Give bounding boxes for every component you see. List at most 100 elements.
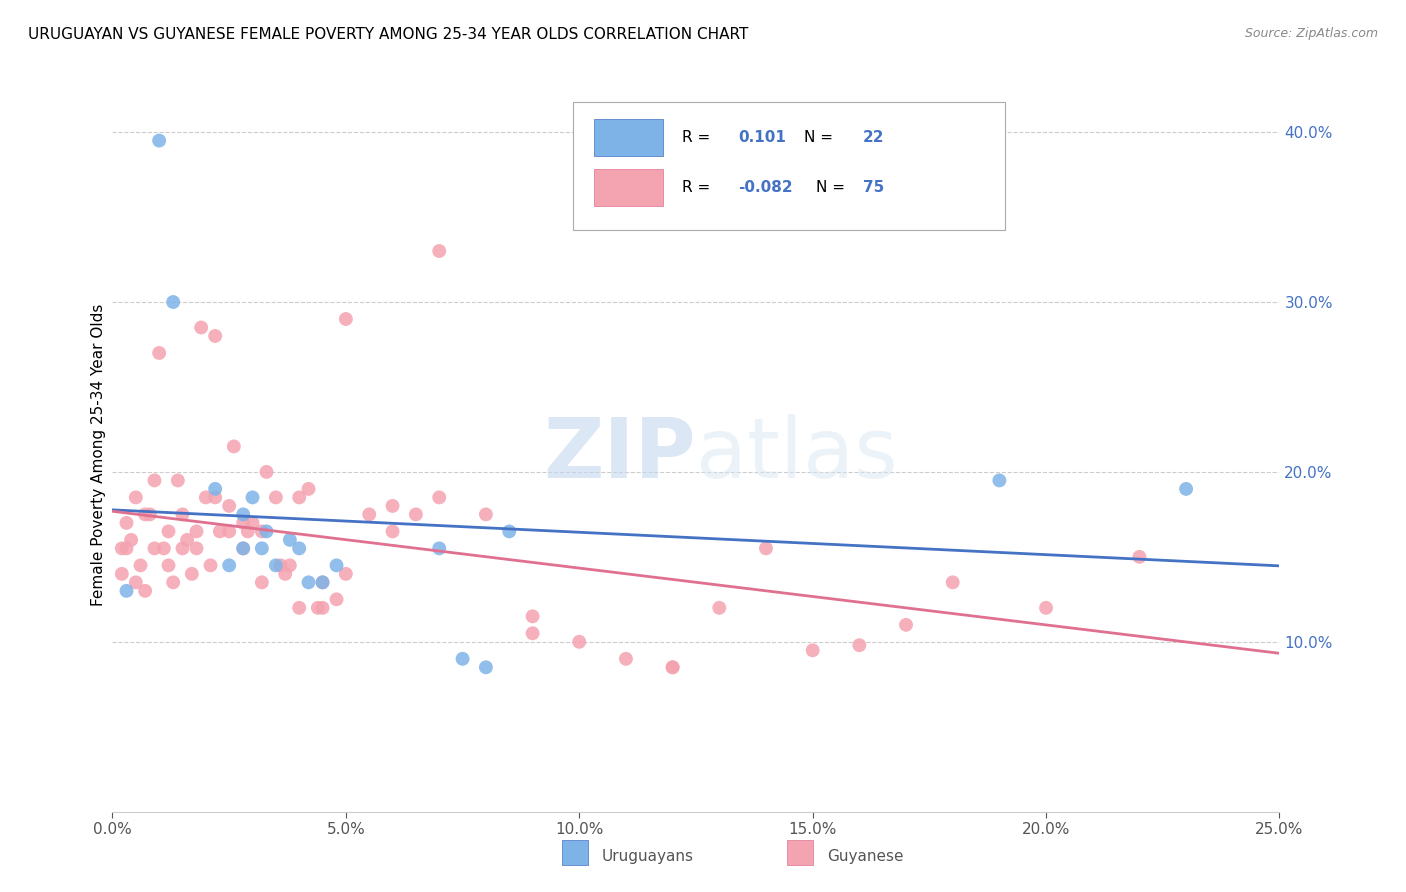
- Point: [143, 541, 166, 556]
- Point: [522, 609, 544, 624]
- Text: 75: 75: [863, 180, 884, 194]
- Point: [801, 643, 824, 657]
- Point: [1035, 600, 1057, 615]
- Point: [204, 482, 226, 496]
- Text: atlas: atlas: [696, 415, 897, 495]
- Point: [172, 508, 194, 522]
- Y-axis label: Female Poverty Among 25-34 Year Olds: Female Poverty Among 25-34 Year Olds: [91, 304, 105, 606]
- Point: [208, 524, 231, 539]
- Point: [129, 558, 152, 573]
- Point: [498, 524, 520, 539]
- Point: [278, 533, 301, 547]
- Point: [709, 600, 731, 615]
- Point: [134, 508, 156, 522]
- Point: [186, 541, 208, 556]
- Point: [568, 635, 591, 649]
- Point: [1175, 482, 1198, 496]
- Text: Guyanese: Guyanese: [827, 849, 903, 863]
- Point: [405, 508, 427, 522]
- Point: [200, 558, 222, 573]
- Point: [264, 491, 287, 505]
- Point: [172, 541, 194, 556]
- Text: URUGUAYAN VS GUYANESE FEMALE POVERTY AMONG 25-34 YEAR OLDS CORRELATION CHART: URUGUAYAN VS GUYANESE FEMALE POVERTY AMO…: [28, 27, 748, 42]
- FancyBboxPatch shape: [574, 102, 1005, 230]
- Point: [335, 312, 357, 326]
- Point: [274, 566, 297, 581]
- Point: [848, 638, 870, 652]
- Point: [139, 508, 162, 522]
- Point: [250, 541, 273, 556]
- Point: [522, 626, 544, 640]
- Point: [157, 558, 180, 573]
- Point: [186, 524, 208, 539]
- Text: N =: N =: [815, 180, 851, 194]
- Point: [988, 474, 1011, 488]
- Text: 0.101: 0.101: [738, 130, 786, 145]
- Point: [134, 583, 156, 598]
- Point: [311, 575, 333, 590]
- Point: [111, 566, 134, 581]
- Point: [325, 592, 347, 607]
- Text: Uruguayans: Uruguayans: [602, 849, 693, 863]
- Point: [661, 660, 683, 674]
- Point: [125, 491, 148, 505]
- Point: [120, 533, 142, 547]
- Text: ZIP: ZIP: [544, 415, 696, 495]
- Point: [242, 491, 264, 505]
- Point: [256, 465, 278, 479]
- Point: [381, 499, 404, 513]
- Point: [218, 558, 240, 573]
- Point: [297, 575, 319, 590]
- Point: [311, 600, 333, 615]
- FancyBboxPatch shape: [595, 169, 664, 206]
- Point: [250, 524, 273, 539]
- Point: [427, 491, 450, 505]
- Point: [204, 491, 226, 505]
- Point: [256, 524, 278, 539]
- Point: [232, 516, 254, 530]
- Text: -0.082: -0.082: [738, 180, 793, 194]
- Point: [218, 524, 240, 539]
- Point: [162, 295, 184, 310]
- Point: [242, 516, 264, 530]
- Point: [176, 533, 198, 547]
- Point: [204, 329, 226, 343]
- Point: [311, 575, 333, 590]
- Point: [148, 346, 170, 360]
- Point: [232, 541, 254, 556]
- Point: [162, 575, 184, 590]
- Point: [115, 516, 138, 530]
- Point: [475, 508, 498, 522]
- Text: R =: R =: [682, 130, 716, 145]
- Point: [381, 524, 404, 539]
- Point: [755, 541, 778, 556]
- Point: [232, 508, 254, 522]
- Point: [661, 660, 683, 674]
- Point: [270, 558, 292, 573]
- Point: [194, 491, 217, 505]
- Text: R =: R =: [682, 180, 716, 194]
- Text: Source: ZipAtlas.com: Source: ZipAtlas.com: [1244, 27, 1378, 40]
- Point: [288, 541, 311, 556]
- Point: [297, 482, 319, 496]
- Point: [288, 600, 311, 615]
- Point: [278, 558, 301, 573]
- Point: [153, 541, 176, 556]
- Point: [250, 575, 273, 590]
- Point: [218, 499, 240, 513]
- Point: [614, 652, 637, 666]
- Point: [115, 541, 138, 556]
- Point: [180, 566, 202, 581]
- Point: [335, 566, 357, 581]
- Point: [190, 320, 212, 334]
- Point: [451, 652, 474, 666]
- Point: [427, 541, 450, 556]
- Point: [359, 508, 381, 522]
- Point: [232, 541, 254, 556]
- Point: [475, 660, 498, 674]
- Text: 22: 22: [863, 130, 884, 145]
- Point: [222, 439, 245, 453]
- Point: [125, 575, 148, 590]
- Point: [264, 558, 287, 573]
- Text: N =: N =: [804, 130, 838, 145]
